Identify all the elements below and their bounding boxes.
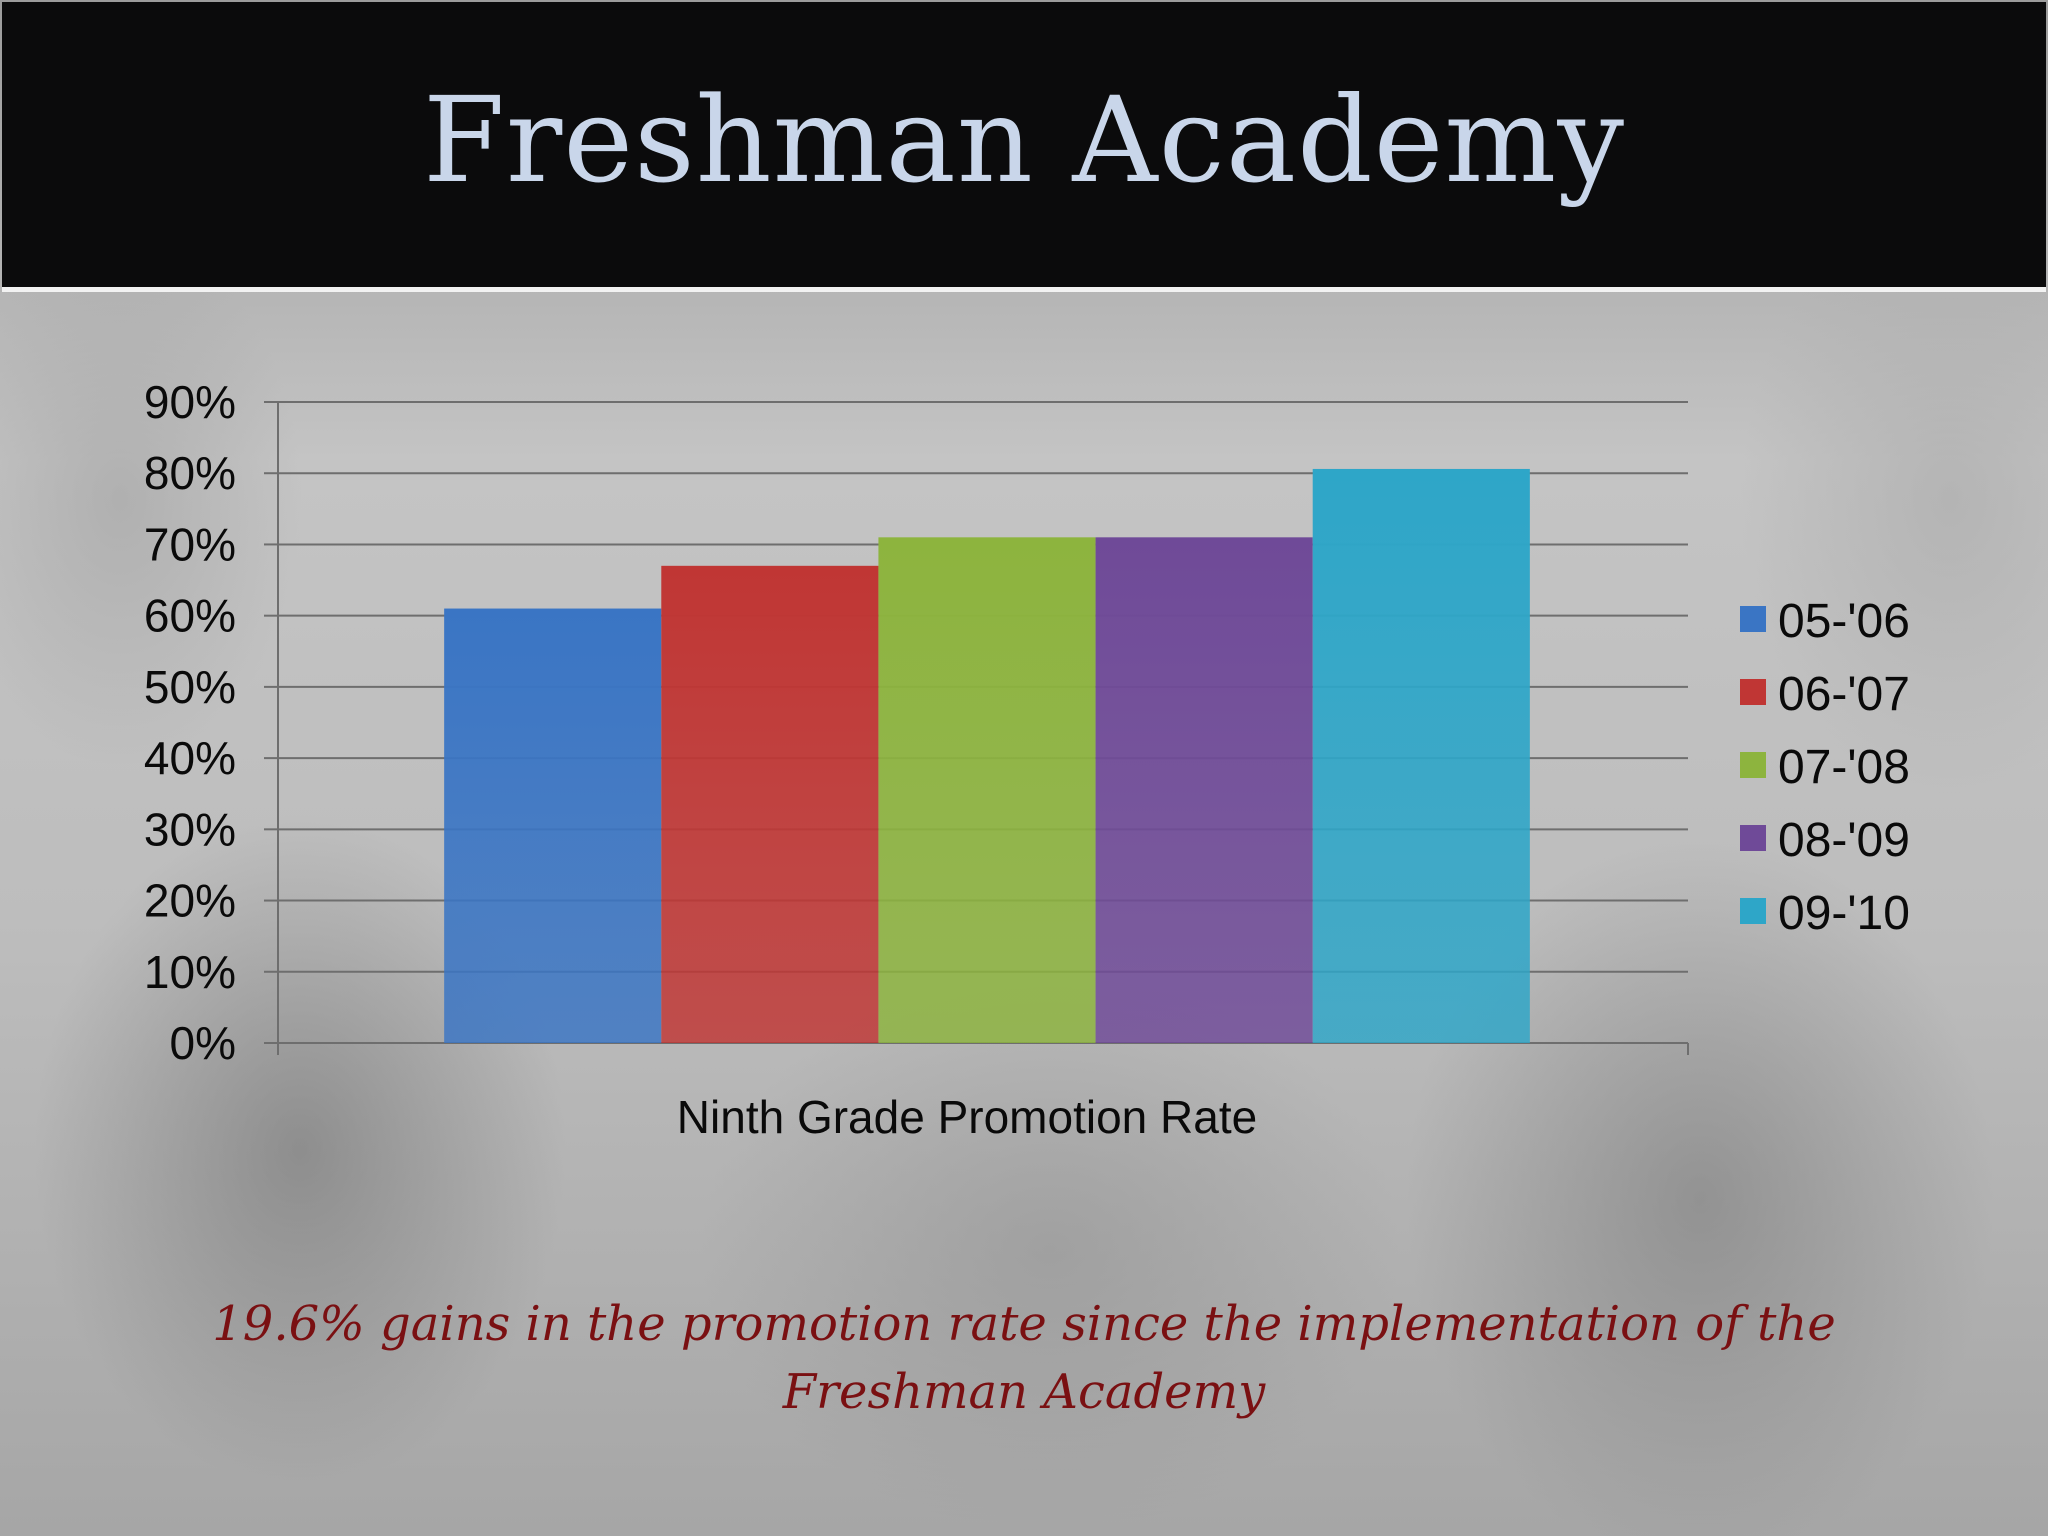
legend-label: 09-'10 <box>1778 887 1910 940</box>
bar-2 <box>878 537 1096 1043</box>
legend-label: 06-'07 <box>1778 668 1910 721</box>
bar-overlay-2 <box>878 537 1095 1043</box>
y-tick-label: 90% <box>144 376 236 428</box>
y-tick-label: 20% <box>144 875 236 927</box>
bar-4 <box>1312 468 1530 1044</box>
bar-3 <box>1095 537 1313 1043</box>
bar-0 <box>444 608 662 1043</box>
x-category-label: Ninth Grade Promotion Rate <box>677 1091 1257 1143</box>
legend-swatch <box>1740 898 1766 924</box>
legend-label: 05-'06 <box>1778 595 1910 648</box>
y-tick-label: 70% <box>144 518 236 570</box>
legend-swatch <box>1740 679 1766 705</box>
y-tick-label: 40% <box>144 732 236 784</box>
slide-title: Freshman Academy <box>423 70 1625 209</box>
legend-label: 07-'08 <box>1778 741 1910 794</box>
legend-swatch <box>1740 752 1766 778</box>
legend: 05-'06 06-'07 07-'08 08-'09 09-'10 <box>1740 595 1910 940</box>
legend-label: 08-'09 <box>1778 814 1910 867</box>
bar-overlay-3 <box>1096 537 1313 1043</box>
bar-overlay-0 <box>444 609 661 1043</box>
caption-text: 19.6% gains in the promotion rate since … <box>212 1296 1836 1420</box>
bar-overlay-4 <box>1313 469 1530 1043</box>
legend-swatch <box>1740 825 1766 851</box>
axes: 0% 10% 20% 30% 40% 50% 60% 70% 80% 90% Ninth Grade… <box>144 376 1689 1143</box>
y-tick-label: 80% <box>144 447 236 499</box>
bar-overlay-1 <box>661 566 878 1043</box>
y-tick-label: 0% <box>170 1017 236 1069</box>
bar-1 <box>661 565 879 1043</box>
legend-swatch <box>1740 606 1766 632</box>
bars <box>444 468 1530 1044</box>
y-tick-label: 30% <box>144 803 236 855</box>
title-band: Freshman Academy <box>2 2 2046 292</box>
y-tick-label: 10% <box>144 946 236 998</box>
y-tick-label: 50% <box>144 661 236 713</box>
y-tick-label: 60% <box>144 590 236 642</box>
